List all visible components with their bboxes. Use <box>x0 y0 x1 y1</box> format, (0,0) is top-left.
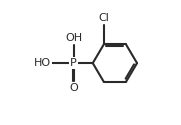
Text: HO: HO <box>34 58 51 68</box>
Text: P: P <box>70 58 77 68</box>
Text: Cl: Cl <box>98 13 109 23</box>
Text: OH: OH <box>65 33 82 43</box>
Text: O: O <box>69 83 78 93</box>
